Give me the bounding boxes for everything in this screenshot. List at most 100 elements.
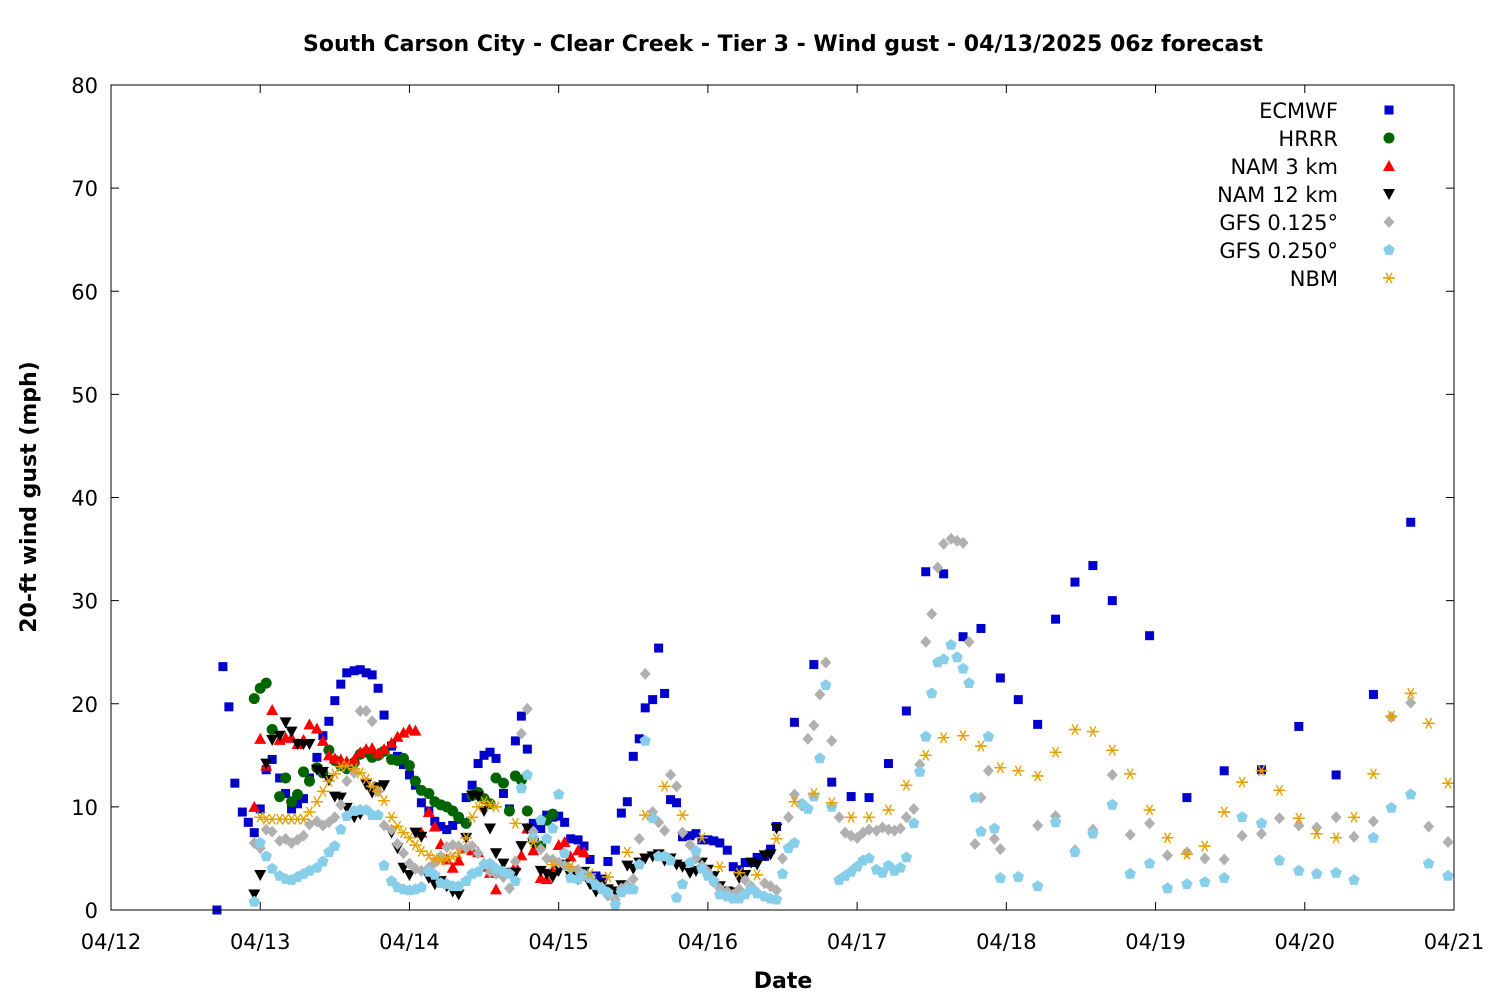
data-point	[366, 742, 379, 754]
data-point	[752, 852, 762, 862]
legend-label: HRRR	[1278, 127, 1338, 151]
y-tick-label: 70	[71, 177, 98, 201]
data-point	[322, 775, 335, 787]
data-point	[616, 808, 626, 818]
data-point	[715, 838, 725, 848]
data-point	[584, 868, 597, 880]
data-point	[1385, 710, 1398, 722]
data-point	[554, 811, 564, 821]
data-point	[310, 796, 323, 808]
data-point	[639, 853, 652, 865]
x-tick-label: 04/16	[678, 930, 739, 954]
data-point	[1088, 561, 1098, 571]
data-point	[1236, 776, 1249, 788]
data-point	[622, 797, 632, 807]
chart-title: South Carson City - Clear Creek - Tier 3…	[303, 32, 1263, 57]
data-point	[938, 653, 950, 665]
data-point	[1124, 867, 1136, 879]
data-point	[677, 826, 689, 839]
data-point	[1256, 827, 1268, 840]
data-point	[648, 695, 658, 705]
data-point	[385, 811, 398, 823]
data-point	[266, 862, 278, 874]
data-point	[788, 796, 801, 808]
data-point	[527, 844, 540, 856]
data-point	[409, 827, 422, 839]
data-point	[552, 839, 565, 851]
data-point	[452, 854, 465, 866]
data-point	[963, 635, 975, 648]
data-point	[771, 884, 783, 897]
data-point	[814, 752, 826, 764]
data-point	[275, 773, 285, 783]
data-point	[670, 891, 683, 903]
y-axis-label: 20-ft wind gust (mph)	[17, 361, 42, 633]
data-point	[957, 662, 969, 674]
data-point	[684, 856, 696, 868]
data-point	[521, 702, 533, 715]
data-point	[553, 788, 565, 800]
data-point	[452, 889, 465, 901]
data-point	[328, 768, 341, 780]
data-point	[945, 639, 957, 650]
data-point	[1406, 517, 1416, 527]
data-point	[802, 802, 814, 814]
data-point	[521, 823, 534, 835]
data-point	[378, 819, 390, 832]
data-point	[286, 796, 298, 808]
data-point	[1422, 717, 1435, 729]
data-point	[826, 800, 838, 812]
data-point	[573, 835, 583, 845]
data-point	[448, 820, 458, 830]
data-point	[354, 767, 367, 779]
data-point	[1145, 631, 1155, 641]
data-point	[627, 883, 639, 895]
axes: 0 10 20 30 40 50 60 70 80 04/12 04/13 04/14 04/15 04/…	[71, 74, 1484, 954]
data-point	[994, 843, 1006, 856]
data-point	[479, 750, 489, 760]
data-point	[685, 831, 695, 841]
data-point	[453, 880, 465, 892]
data-point	[863, 823, 875, 836]
data-point	[914, 765, 926, 777]
data-point	[334, 792, 347, 804]
data-point	[1330, 832, 1343, 844]
data-point	[515, 727, 527, 740]
data-point	[969, 791, 981, 803]
data-point	[976, 623, 986, 633]
data-point	[274, 791, 286, 803]
data-point	[248, 800, 261, 812]
data-point	[366, 715, 378, 728]
data-point	[633, 832, 645, 845]
data-point	[994, 762, 1007, 774]
legend-marker	[1383, 216, 1395, 228]
data-point	[908, 817, 920, 829]
data-point	[1199, 876, 1211, 887]
data-point	[1348, 830, 1360, 843]
data-point	[633, 858, 645, 870]
data-point	[266, 825, 278, 838]
plot-frame	[110, 84, 1455, 911]
data-point	[237, 807, 247, 817]
data-point	[597, 874, 607, 884]
data-point	[404, 770, 414, 780]
data-point	[863, 852, 875, 864]
data-point	[546, 872, 559, 883]
data-point	[466, 811, 479, 823]
data-points	[212, 517, 1455, 915]
data-point	[734, 865, 744, 875]
data-point	[882, 804, 895, 816]
data-point	[740, 858, 750, 868]
data-point	[546, 859, 559, 871]
data-point	[695, 832, 708, 844]
data-point	[367, 670, 377, 680]
data-point	[541, 832, 553, 844]
data-point	[995, 673, 1005, 683]
data-point	[660, 688, 670, 698]
data-point	[777, 852, 788, 865]
data-point	[1143, 857, 1156, 869]
data-point	[1422, 857, 1435, 869]
series-nbm	[254, 687, 1455, 883]
data-point	[292, 789, 304, 800]
